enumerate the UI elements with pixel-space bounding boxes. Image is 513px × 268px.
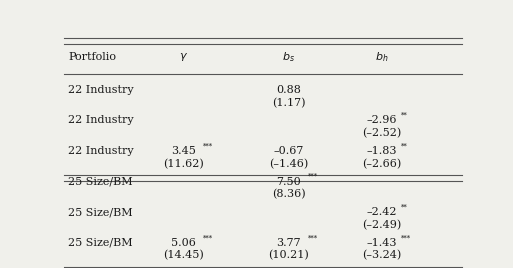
Text: ***: *** (203, 143, 212, 151)
Text: –1.83: –1.83 (367, 146, 398, 156)
Text: **: ** (401, 112, 408, 120)
Text: (1.17): (1.17) (272, 98, 306, 108)
Text: 3.77: 3.77 (277, 238, 301, 248)
Text: Portfolio: Portfolio (68, 52, 116, 62)
Text: ***: *** (308, 173, 318, 181)
Text: –2.42: –2.42 (367, 207, 398, 217)
Text: (–2.66): (–2.66) (363, 159, 402, 169)
Text: $b_s$: $b_s$ (282, 50, 295, 64)
Text: 5.06: 5.06 (171, 238, 196, 248)
Text: –0.67: –0.67 (273, 146, 304, 156)
Text: $b_h$: $b_h$ (376, 50, 389, 64)
Text: (10.21): (10.21) (268, 250, 309, 260)
Text: (–1.46): (–1.46) (269, 159, 308, 169)
Text: (–2.52): (–2.52) (363, 128, 402, 139)
Text: 25 Size/BM: 25 Size/BM (68, 207, 133, 217)
Text: (14.45): (14.45) (163, 250, 204, 260)
Text: ***: *** (401, 234, 411, 242)
Text: –1.43: –1.43 (367, 238, 398, 248)
Text: **: ** (401, 143, 408, 151)
Text: (11.62): (11.62) (163, 159, 204, 169)
Text: (–3.24): (–3.24) (363, 250, 402, 260)
Text: ***: *** (308, 234, 318, 242)
Text: 22 Industry: 22 Industry (68, 85, 134, 95)
Text: 22 Industry: 22 Industry (68, 146, 134, 156)
Text: 25 Size/BM: 25 Size/BM (68, 238, 133, 248)
Text: ***: *** (203, 234, 212, 242)
Text: 22 Industry: 22 Industry (68, 116, 134, 125)
Text: 0.88: 0.88 (277, 85, 301, 95)
Text: (–2.49): (–2.49) (363, 220, 402, 230)
Text: **: ** (401, 204, 408, 211)
Text: 3.45: 3.45 (171, 146, 196, 156)
Text: $\gamma$: $\gamma$ (179, 51, 188, 63)
Text: –2.96: –2.96 (367, 116, 398, 125)
Text: (8.36): (8.36) (272, 189, 306, 199)
Text: 7.50: 7.50 (277, 177, 301, 187)
Text: 25 Size/BM: 25 Size/BM (68, 177, 133, 187)
